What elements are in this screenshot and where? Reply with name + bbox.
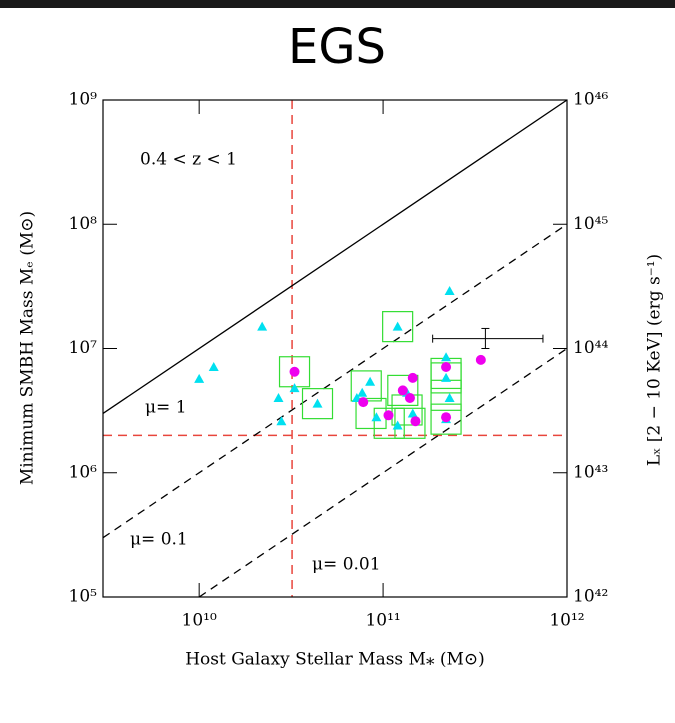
triangle-point	[445, 286, 455, 295]
x-tick-label: 10¹²	[549, 611, 584, 631]
y2-tick-label: 10⁴³	[573, 462, 608, 482]
circle-point	[358, 397, 368, 407]
y-tick-label: 10⁶	[69, 462, 98, 482]
y-tick-label: 10⁸	[69, 214, 98, 234]
square-point	[431, 380, 461, 410]
circle-point	[383, 410, 393, 420]
triangle-point	[441, 373, 451, 382]
annotation: 0.4 < z < 1	[140, 150, 237, 170]
circle-point	[441, 412, 451, 422]
triangle-point	[393, 322, 403, 331]
triangle-point	[441, 352, 451, 361]
mu-line	[103, 224, 567, 537]
circle-point	[408, 373, 418, 383]
x-axis-label: Host Galaxy Stellar Mass M⁎ (M⊙)	[185, 650, 485, 670]
y2-tick-label: 10⁴⁶	[573, 90, 608, 110]
triangle-point	[194, 374, 204, 383]
mu-label: μ= 1	[145, 398, 187, 418]
square-point	[395, 408, 425, 438]
circle-point	[398, 385, 408, 395]
triangle-point	[408, 408, 418, 417]
mu-line	[103, 100, 567, 413]
circle-point	[410, 416, 420, 426]
x-tick-label: 10¹¹	[365, 611, 400, 631]
y-axis-label: Minimum SMBH Mass Mₑ (M⊙)	[18, 211, 38, 485]
y2-tick-label: 10⁴⁵	[573, 214, 608, 234]
y-tick-label: 10⁷	[69, 338, 98, 358]
chart: EGS 0.4 < z < 1 Host Galaxy Stellar Mass…	[0, 0, 675, 723]
triangle-point	[357, 388, 367, 397]
chart-title: EGS	[288, 19, 386, 75]
triangle-point	[365, 377, 375, 386]
header-strip	[0, 0, 675, 8]
triangle-point	[290, 383, 300, 392]
x-tick-label: 10¹⁰	[182, 611, 217, 631]
triangle-point	[371, 412, 381, 421]
mu-label: μ= 0.1	[130, 530, 188, 550]
y2-axis-label: Lₓ [2 − 10 KeV] (erg s⁻¹)	[645, 254, 665, 466]
triangle-point	[445, 393, 455, 402]
triangle-point	[257, 322, 267, 331]
plot-frame	[103, 100, 567, 597]
y2-tick-label: 10⁴⁴	[573, 338, 608, 358]
mu-line	[199, 349, 567, 598]
y-tick-label: 10⁵	[69, 587, 98, 607]
circle-point	[476, 355, 486, 365]
triangle-point	[313, 399, 323, 408]
triangle-point	[274, 393, 284, 402]
circle-point	[405, 393, 415, 403]
triangle-point	[276, 416, 286, 425]
y-tick-label: 10⁹	[69, 90, 98, 110]
mu-label: μ= 0.01	[312, 555, 381, 575]
y2-tick-label: 10⁴²	[573, 587, 608, 607]
circle-point	[290, 367, 300, 377]
circle-point	[441, 362, 451, 372]
plot-area	[103, 100, 567, 597]
triangle-point	[209, 362, 219, 371]
